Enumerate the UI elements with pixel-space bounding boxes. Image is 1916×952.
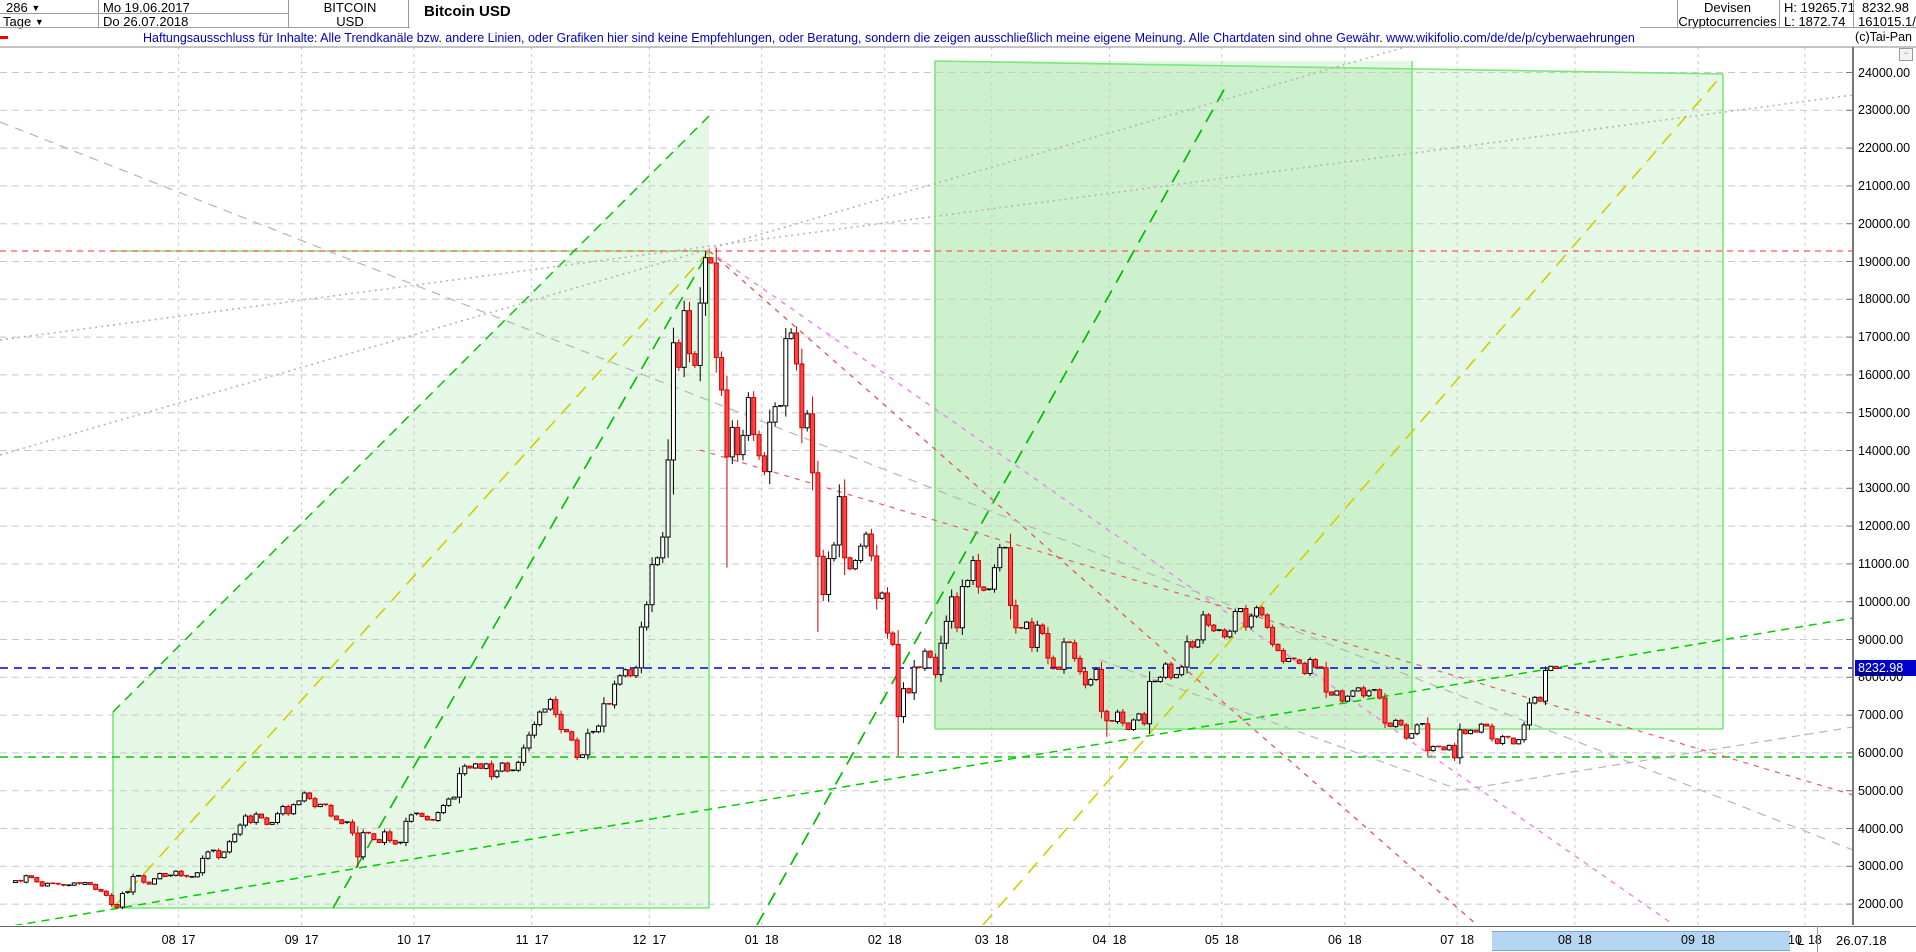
divider: [1677, 0, 1678, 27]
price-tick-label: 6000.00: [1858, 745, 1904, 760]
price-tick-label: 14000.00: [1858, 443, 1911, 458]
disclaimer-text: Haftungsausschluss für Inhalte: Alle Tre…: [143, 31, 1635, 45]
price-tick-label: 23000.00: [1858, 103, 1911, 118]
bars-count-dropdown[interactable]: 286 ▼: [6, 0, 41, 15]
divider: [0, 27, 410, 28]
last-date-label: 26.07.18: [1836, 933, 1887, 948]
trend-2017-yellow: [112, 250, 710, 909]
channel-2018-inner: [935, 61, 1412, 729]
divider: [288, 0, 289, 28]
channel-edge: [934, 60, 1724, 75]
symbol-currency: USD: [336, 14, 364, 29]
fan-red: [708, 250, 1478, 925]
price-tick-label: 7000.00: [1858, 708, 1904, 723]
trend-2018-yellow: [982, 73, 1724, 925]
price-tick-label: 15000.00: [1858, 405, 1911, 420]
symbol-name: BITCOIN: [323, 0, 377, 15]
price-tick-label: 5000.00: [1858, 783, 1904, 798]
gray-cross: [0, 121, 1853, 851]
price-tick-label: 20000.00: [1858, 216, 1911, 231]
trend-2017-green: [332, 250, 710, 909]
price-tick-label: 22000.00: [1858, 141, 1911, 156]
price-tick-label: 9000.00: [1858, 632, 1904, 647]
gray-v-right: [1459, 726, 1853, 791]
period-low: L: 1872.74: [1784, 14, 1846, 29]
fan-plum: [708, 250, 1675, 925]
price-tick-label: 8000.00: [1858, 670, 1904, 685]
last-bar-marker: L: [1797, 933, 1805, 948]
divider: [408, 0, 409, 28]
red-marker: [0, 36, 8, 39]
copyright-label: (c)Tai-Pan: [1855, 30, 1912, 44]
last-price: 8232.98: [1862, 0, 1909, 15]
plot-area: [0, 47, 1853, 925]
chevron-down-icon: ▼: [34, 17, 44, 27]
price-tick-label: 24000.00: [1858, 65, 1911, 80]
channel-2017: [113, 116, 709, 908]
channel-2017-top: [112, 115, 710, 713]
channel-2018-wide: [935, 61, 1723, 729]
volume: 161015.1/: [1858, 14, 1916, 29]
price-tick-label: 3000.00: [1858, 859, 1904, 874]
price-tick-label: 18000.00: [1858, 292, 1911, 307]
market-category: Devisen: [1704, 0, 1751, 15]
price-tick-label: 2000.00: [1858, 897, 1904, 912]
divider: [1817, 926, 1818, 952]
date-to: Do 26.07.2018: [103, 14, 189, 29]
candles-layer: [12, 247, 1559, 910]
price-tick-label: 4000.00: [1858, 821, 1904, 836]
price-tick-label: 16000.00: [1858, 367, 1911, 382]
price-tick-label: 19000.00: [1858, 254, 1911, 269]
divider: [1779, 0, 1780, 27]
divider: [0, 13, 288, 14]
price-tick-label: 11000.00: [1858, 556, 1910, 571]
price-tick-label: 10000.00: [1858, 594, 1911, 609]
divider: [1640, 27, 1916, 28]
market-subcategory: Cryptocurrencies: [1678, 14, 1777, 29]
price-tick-label: 21000.00: [1858, 178, 1911, 193]
price-tick-label: 12000.00: [1858, 519, 1911, 534]
divider: [98, 0, 99, 28]
period-high: H: 19265.71: [1784, 0, 1855, 15]
divider: [1853, 0, 1854, 27]
rising-support: [13, 617, 1853, 925]
minimize-icon[interactable]: −: [1899, 48, 1913, 61]
price-tick-label: 13000.00: [1858, 481, 1911, 496]
chevron-down-icon: ▼: [31, 3, 41, 13]
price-tick-label: 17000.00: [1858, 330, 1911, 345]
date-from: Mo 19.06.2017: [103, 0, 190, 15]
future-range-highlight: [1492, 931, 1790, 951]
downtrend-2018: [699, 449, 1853, 796]
current-price-tag: 8232.98: [1855, 660, 1916, 677]
gridlines: [0, 47, 1853, 925]
page-title: Bitcoin USD: [424, 3, 511, 20]
period-dropdown[interactable]: Tage ▼: [3, 14, 44, 29]
